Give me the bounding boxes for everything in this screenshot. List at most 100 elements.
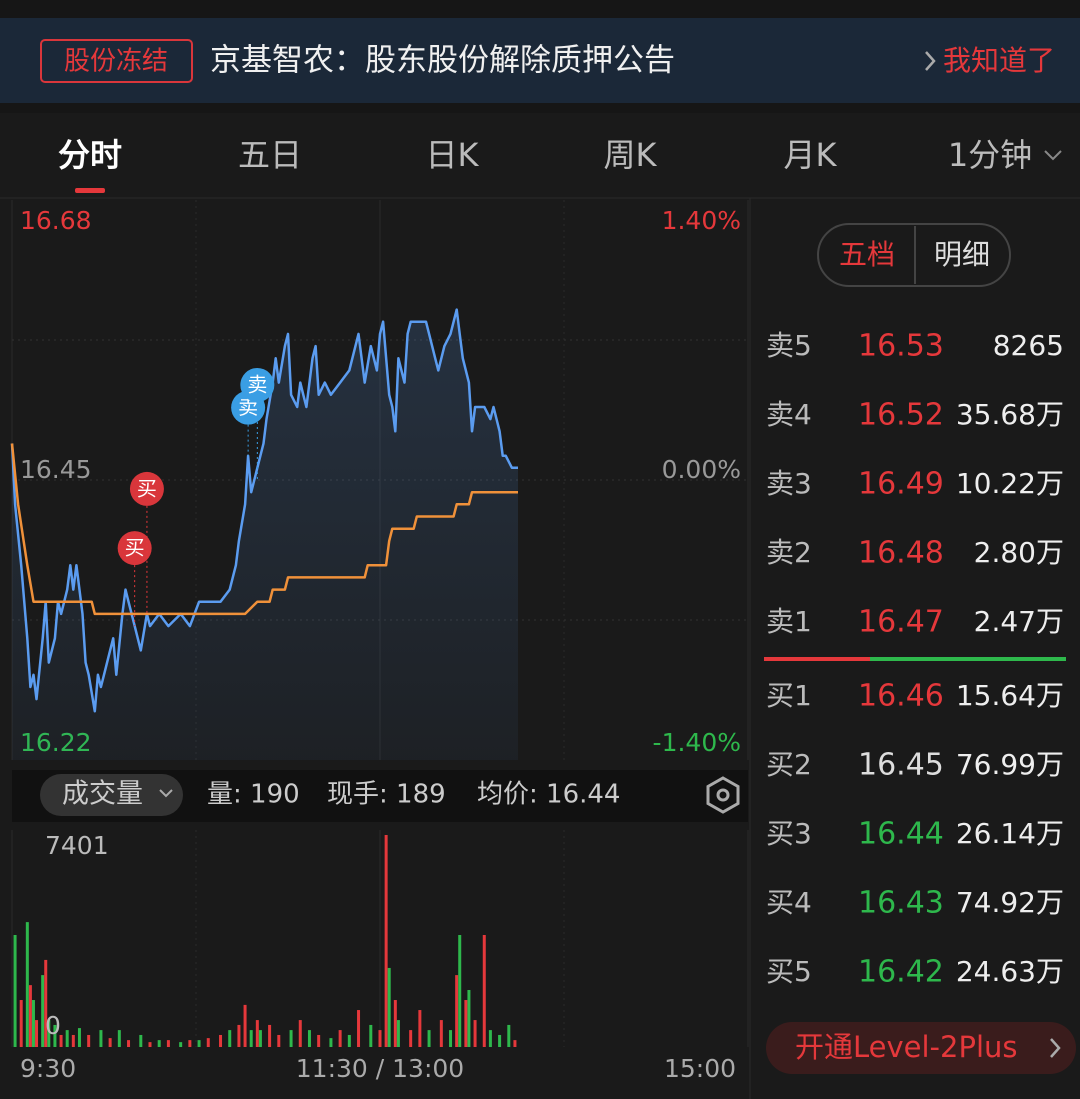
book-tab[interactable]: 五档 xyxy=(839,238,895,271)
notice-tag: 股份冻结 xyxy=(64,47,168,77)
y2-tick-label: 1.40% xyxy=(662,206,741,235)
volume-bar xyxy=(237,1024,241,1047)
book-label: 买1 xyxy=(766,679,812,712)
book-tab[interactable]: 明细 xyxy=(934,238,990,271)
book-price: 16.53 xyxy=(858,329,944,364)
book-label: 买5 xyxy=(766,955,812,988)
avg-price: 均价: 16.44 xyxy=(477,780,620,810)
volume-bar xyxy=(127,1040,131,1047)
x-tick-label: 9:30 xyxy=(20,1054,76,1083)
volume-bar xyxy=(44,959,48,1047)
y-tick-label: 16.45 xyxy=(20,455,92,484)
tab-indicator xyxy=(75,188,105,193)
volume-bar xyxy=(228,1030,232,1047)
chevron xyxy=(925,51,936,71)
volume-bar xyxy=(298,1020,302,1047)
tab[interactable]: 日K xyxy=(426,136,480,174)
book-price: 16.43 xyxy=(858,886,944,921)
volume-bar xyxy=(507,1024,511,1047)
settings-icon-dot xyxy=(716,788,730,802)
volume-bar xyxy=(277,1034,281,1047)
tab[interactable]: 周K xyxy=(604,136,658,174)
volume-bar xyxy=(329,1038,333,1047)
tab[interactable]: 月K xyxy=(784,136,838,174)
book-label: 卖4 xyxy=(766,398,812,431)
volume-bar xyxy=(427,1030,431,1047)
volume-bar xyxy=(117,1030,121,1047)
average-line xyxy=(10,443,518,616)
volume-bar xyxy=(19,1000,23,1047)
level2-button[interactable] xyxy=(766,1022,1076,1074)
settings-icon[interactable] xyxy=(706,776,740,814)
volume-bar xyxy=(99,1030,103,1047)
book-label: 买3 xyxy=(766,817,812,850)
signal-label: 买 xyxy=(137,476,157,500)
volume-bar xyxy=(449,1030,453,1047)
signal-label: 买 xyxy=(125,536,145,560)
volume-bar xyxy=(219,1034,223,1047)
tab[interactable]: 五日 xyxy=(238,136,302,174)
book-label: 买2 xyxy=(766,748,812,781)
volume-bar xyxy=(393,1000,397,1047)
volume-bar xyxy=(338,1030,342,1047)
volume-bar xyxy=(166,1040,170,1047)
book-volume: 2.47万 xyxy=(974,605,1064,638)
signal-label: 卖 xyxy=(247,373,267,397)
volume-bar xyxy=(87,1034,91,1047)
volume-bar xyxy=(249,1030,253,1047)
selector-pill[interactable] xyxy=(40,774,183,816)
volume-bar xyxy=(482,934,486,1047)
volume-bar xyxy=(369,1024,373,1047)
level2-text[interactable]: 开通Level-2Plus xyxy=(795,1030,1018,1064)
volume-bar xyxy=(77,1028,81,1047)
volume-bar xyxy=(31,1000,35,1047)
y-tick-label: 7401 xyxy=(45,831,109,860)
volume-bar xyxy=(439,1020,443,1047)
notice-bar xyxy=(0,18,1080,103)
volume-bar xyxy=(473,1020,477,1047)
volume-bar xyxy=(139,1034,143,1047)
volume-bar xyxy=(268,1024,272,1047)
tab[interactable]: 分时 xyxy=(58,136,122,174)
volume-bar xyxy=(418,1010,422,1047)
book-price: 16.42 xyxy=(858,955,944,990)
book-volume: 35.68万 xyxy=(956,398,1064,431)
volume-bar xyxy=(498,1034,502,1047)
book-volume: 2.80万 xyxy=(974,536,1064,569)
book-price: 16.49 xyxy=(858,467,944,502)
volume-bar xyxy=(387,967,391,1047)
volume-bar xyxy=(13,934,17,1047)
x-tick-label: 15:00 xyxy=(664,1054,736,1083)
book-label: 卖1 xyxy=(766,605,812,638)
volume: 量: 190 xyxy=(207,780,300,810)
tab[interactable]: 1分钟 xyxy=(948,136,1032,174)
volume-bar xyxy=(409,1030,413,1047)
volume-bar xyxy=(458,934,462,1047)
volume-bar xyxy=(59,1034,63,1047)
dropdown-arrow xyxy=(159,789,173,798)
chevron xyxy=(1050,1038,1061,1058)
notice-tag-box xyxy=(40,39,193,83)
book-price: 16.47 xyxy=(858,605,944,640)
volume-selector[interactable]: 成交量 xyxy=(62,779,143,810)
book-label: 买4 xyxy=(766,886,812,919)
volume-bar xyxy=(157,1040,161,1047)
hand: 现手: 189 xyxy=(327,780,446,810)
x-tick-label: 11:30 / 13:00 xyxy=(296,1054,464,1083)
price-line xyxy=(10,308,518,713)
notice-action[interactable]: 我知道了 xyxy=(943,44,1055,77)
volume-bar xyxy=(188,1040,192,1047)
volume-bar xyxy=(206,1038,210,1047)
volume-bar xyxy=(317,1034,321,1047)
book-volume: 10.22万 xyxy=(956,467,1064,500)
book-label: 卖3 xyxy=(766,467,812,500)
volume-bar xyxy=(47,1020,51,1047)
volume-bar xyxy=(255,1020,259,1047)
price-area xyxy=(12,309,518,760)
y-tick-label: 0 xyxy=(45,1011,61,1040)
volume-bar xyxy=(197,1040,201,1047)
volume-bar xyxy=(307,1030,311,1047)
volume-bar xyxy=(357,1010,361,1047)
volume-bar xyxy=(289,1030,293,1047)
notice-text[interactable]: 京基智农：股东股份解除质押公告 xyxy=(210,43,675,79)
